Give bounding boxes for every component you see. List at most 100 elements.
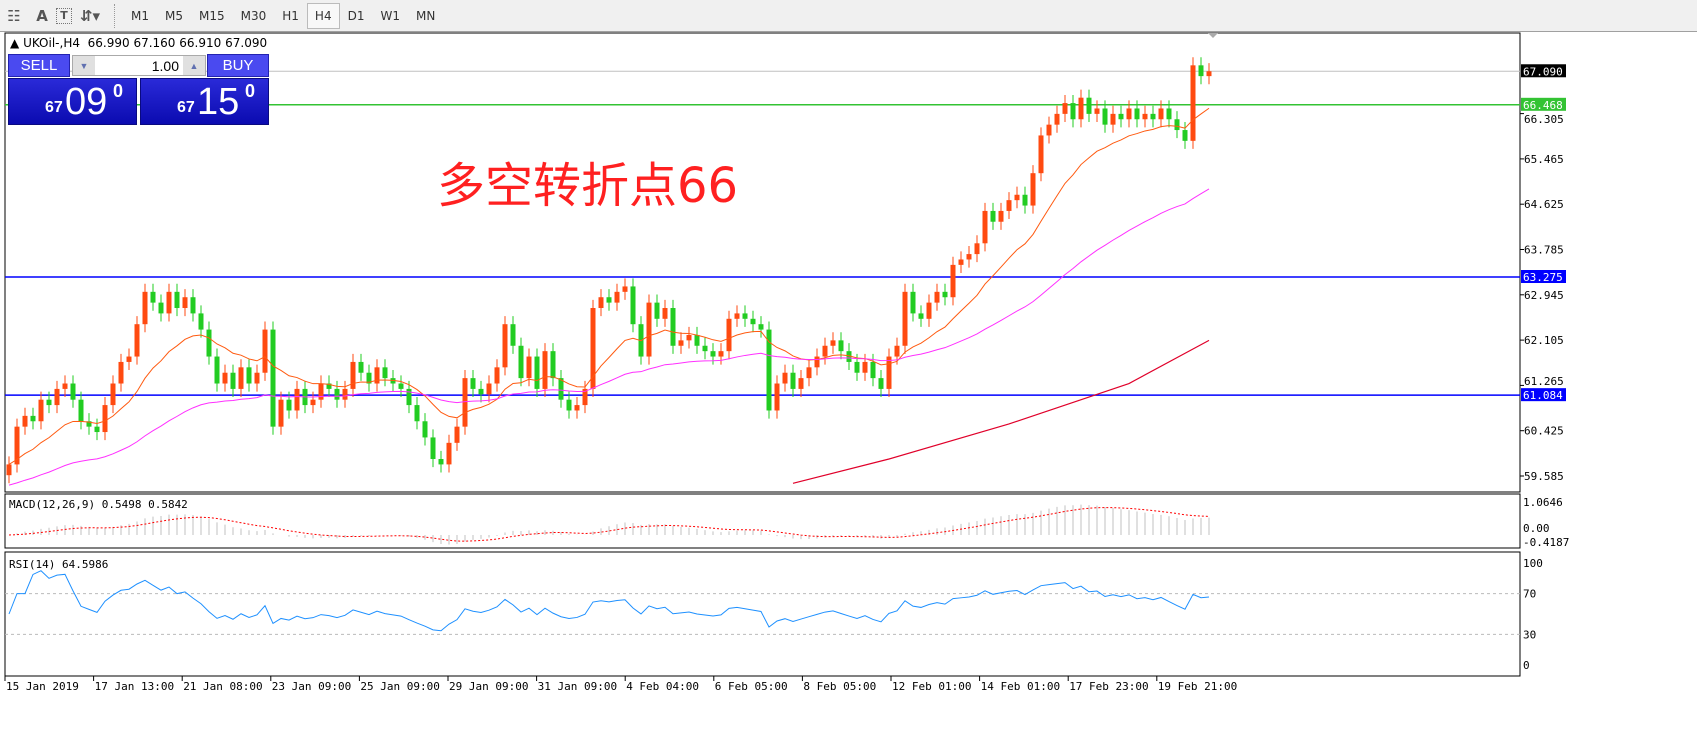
candle-body: [1158, 108, 1164, 120]
chart-header: ▲ UKOil-,H4 66.990 67.160 66.910 67.090: [10, 36, 267, 50]
candle-body: [782, 372, 788, 384]
candle-body: [1198, 65, 1204, 77]
candle-body: [702, 345, 708, 352]
candle-body: [1054, 113, 1060, 125]
level-price-label: 61.084: [1523, 389, 1563, 402]
candle-body: [814, 356, 820, 368]
buy-price-pips: 15: [197, 81, 240, 123]
candle-body: [1062, 103, 1068, 114]
price-tick-label: 62.105: [1524, 334, 1564, 347]
candle-body: [1038, 135, 1044, 174]
candle-body: [926, 302, 932, 319]
candle-body: [934, 291, 940, 303]
candle-body: [286, 399, 292, 411]
candle-body: [1118, 113, 1124, 120]
candle-body: [214, 356, 220, 384]
timeframe-h4[interactable]: H4: [306, 2, 340, 29]
moving-average-slow: [792, 339, 1210, 484]
rsi-tick-label: 70: [1523, 588, 1536, 601]
one-click-trading-panel: SELL ▼ 1.00 ▲ BUY 67 09 0 67 15 0: [8, 54, 269, 126]
candle-body: [1022, 194, 1028, 206]
candle-body: [918, 313, 924, 319]
lots-input-group: ▼ 1.00 ▲: [72, 55, 206, 76]
low-value: 66.910: [179, 36, 222, 50]
symbol-label: UKOil-,H4: [23, 36, 80, 50]
fibonacci-grid-icon[interactable]: ☷: [7, 6, 21, 25]
candle-body: [1078, 97, 1084, 120]
candle-body: [230, 372, 236, 389]
timeframe-m15[interactable]: M15: [199, 8, 225, 23]
candle-body: [14, 426, 20, 465]
timeframe-w1[interactable]: W1: [380, 8, 400, 23]
timeframe-mn[interactable]: MN: [415, 8, 436, 23]
buy-button[interactable]: BUY: [207, 54, 269, 77]
sell-button[interactable]: SELL: [8, 54, 70, 77]
buy-price-button[interactable]: 67 15 0: [140, 78, 269, 125]
timeframe-m5[interactable]: M5: [165, 8, 183, 23]
timeframe-group: M1 M5 M15 M30 H1 H4 D1 W1 MN: [123, 2, 443, 29]
candle-body: [1166, 108, 1172, 120]
candle-body: [6, 464, 12, 476]
timeframe-h1[interactable]: H1: [282, 8, 299, 23]
candle-body: [198, 313, 204, 330]
candle-body: [1070, 103, 1076, 120]
buy-price-big-figure: 67: [177, 99, 195, 116]
candle-body: [86, 421, 92, 427]
candle-body: [366, 372, 372, 384]
time-tick-label: 25 Jan 09:00: [360, 680, 439, 693]
candle-body: [150, 291, 156, 303]
candle-body: [750, 318, 756, 325]
lots-decrease-button[interactable]: ▼: [73, 56, 95, 75]
candle-body: [742, 313, 748, 319]
candle-body: [550, 351, 556, 379]
candle-body: [54, 388, 60, 406]
candle-body: [822, 345, 828, 357]
candle-body: [846, 351, 852, 362]
candle-body: [526, 356, 532, 379]
candle-body: [326, 383, 332, 389]
candle-body: [478, 388, 484, 395]
rsi-panel-frame: [4, 551, 1521, 677]
candle-body: [510, 324, 516, 346]
time-tick-label: 12 Feb 01:00: [892, 680, 971, 693]
level-price-badge: [1521, 64, 1566, 78]
candle-body: [262, 329, 268, 373]
lots-input[interactable]: 1.00: [151, 58, 179, 74]
candle-body: [998, 210, 1004, 222]
candle-body: [878, 378, 884, 389]
candle-body: [942, 291, 948, 298]
candle-body: [774, 383, 780, 411]
candle-body: [902, 291, 908, 346]
timeframe-m30[interactable]: M30: [240, 8, 267, 23]
candle-body: [166, 291, 172, 314]
text-label-icon[interactable]: T: [56, 7, 72, 24]
candle-body: [486, 383, 492, 395]
candle-body: [270, 329, 276, 427]
rsi-line: [8, 570, 1210, 632]
candle-body: [622, 286, 628, 292]
timeframe-m1[interactable]: M1: [131, 8, 149, 23]
candle-body: [1182, 130, 1188, 141]
toolbar: ☷ A T ⇵▾ M1 M5 M15 M30 H1 H4 D1 W1 MN: [0, 0, 1697, 32]
price-tick-label: 64.625: [1524, 198, 1564, 211]
price-tick-label: 63.785: [1524, 244, 1564, 257]
macd-panel-frame: [4, 493, 1521, 549]
sell-price-button[interactable]: 67 09 0: [8, 78, 137, 125]
candle-body: [46, 399, 52, 406]
time-tick-label: 23 Jan 09:00: [272, 680, 351, 693]
price-tick-label: 61.265: [1524, 375, 1564, 388]
candle-body: [158, 302, 164, 314]
lots-increase-button[interactable]: ▲: [183, 56, 205, 75]
text-icon[interactable]: A: [36, 6, 48, 25]
toolbar-separator: [114, 3, 117, 28]
buy-price-fraction: 0: [245, 81, 256, 101]
timeframe-d1[interactable]: D1: [347, 8, 365, 23]
candle-body: [1030, 173, 1036, 206]
candle-body: [950, 264, 956, 298]
moving-average-mid: [8, 188, 1210, 486]
arrows-icon[interactable]: ⇵▾: [79, 6, 101, 25]
candle-body: [30, 415, 36, 422]
candle-body: [1014, 194, 1020, 201]
sell-price-pips: 09: [65, 81, 108, 123]
